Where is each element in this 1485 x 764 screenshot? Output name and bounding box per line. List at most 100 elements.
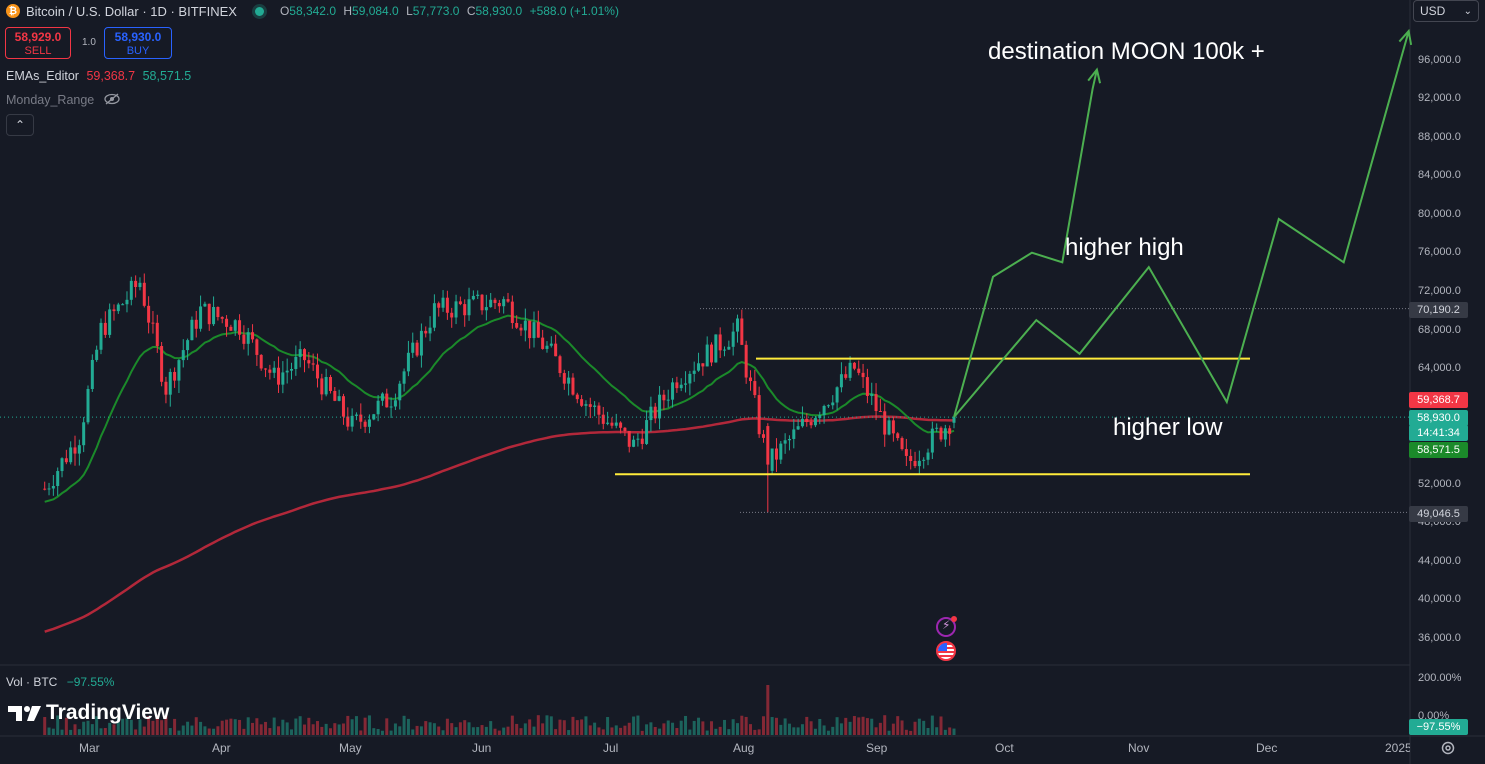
collapse-legend-button[interactable]: ⌃ (6, 114, 34, 136)
candle-body (242, 334, 246, 344)
time-axis-label: Apr (212, 741, 231, 755)
candle-body (168, 371, 172, 395)
volume-bar (887, 730, 891, 735)
volume-bar (333, 723, 337, 735)
volume-bar (575, 720, 579, 735)
volume-bar (160, 720, 164, 735)
volume-bar (718, 726, 722, 735)
candle-body (800, 418, 804, 427)
candle-body (601, 414, 605, 424)
higher-high-annotation[interactable]: higher high (1065, 234, 1184, 261)
candle-body (904, 449, 908, 456)
tradingview-logo[interactable]: TradingView (8, 701, 169, 725)
candle-body (710, 344, 714, 363)
price-axis-label: 64,000.0 (1418, 362, 1461, 374)
candle-body (679, 384, 683, 389)
candle-body (212, 306, 216, 325)
volume-bar (99, 728, 103, 735)
volume-bar (619, 727, 623, 735)
volume-legend[interactable]: Vol · BTC −97.55% (6, 675, 114, 689)
volume-bar (510, 715, 514, 735)
volume-bar (913, 721, 917, 735)
candle-body (744, 344, 748, 378)
order-quantity[interactable]: 1.0 (82, 37, 96, 48)
candle-body (666, 399, 670, 401)
projection-arrowhead (1398, 28, 1413, 46)
ema-legend[interactable]: EMAs_Editor 59,368.7 58,571.5 (6, 69, 191, 83)
volume-axis-top: 200.00% (1418, 672, 1462, 684)
candle-body (779, 443, 783, 460)
volume-bar (623, 725, 627, 735)
volume-bar (277, 726, 281, 735)
candle-body (813, 418, 817, 426)
candle-body (428, 327, 432, 334)
candle-body (173, 371, 177, 381)
candle-body (415, 342, 419, 356)
volume-bar (952, 728, 956, 735)
candle-body (809, 422, 813, 426)
candle-body (411, 342, 415, 353)
currency-select[interactable]: USD ⌄ (1413, 0, 1479, 22)
volume-bar (367, 715, 371, 735)
symbol-title[interactable]: Bitcoin / U.S. Dollar · 1D · BITFINEX (26, 3, 237, 19)
candle-body (523, 320, 527, 331)
eye-off-icon[interactable] (104, 93, 120, 105)
volume-bar (199, 721, 203, 735)
candle-body (943, 428, 947, 440)
candle-body (350, 415, 354, 427)
volume-bar (515, 723, 519, 735)
candle-body (307, 360, 311, 364)
lightning-event-icon[interactable]: ⚡ (936, 616, 957, 637)
volume-bar (779, 724, 783, 735)
candle-body (870, 394, 874, 396)
price-axis-label: 88,000.0 (1418, 131, 1461, 143)
candle-body (216, 306, 220, 318)
higher-low-annotation[interactable]: higher low (1113, 414, 1223, 441)
volume-bar (190, 725, 194, 735)
volume-bar (935, 727, 939, 735)
buy-button[interactable]: 58,930.0 BUY (104, 27, 172, 59)
candle-body (272, 367, 276, 373)
volume-bar (341, 723, 345, 735)
sell-button[interactable]: 58,929.0 SELL (5, 27, 71, 59)
volume-bar (891, 723, 895, 735)
candle-body (818, 415, 822, 419)
live-dot-icon (254, 6, 264, 16)
volume-bar (697, 717, 701, 735)
volume-bar (606, 717, 610, 735)
candle-body (134, 280, 138, 288)
candle-body (528, 320, 532, 339)
candle-body (151, 322, 155, 324)
volume-bar (311, 724, 315, 735)
candle-body (298, 349, 302, 357)
price-axis-label: 52,000.0 (1418, 478, 1461, 490)
volume-bar (692, 720, 696, 735)
candle-body (294, 356, 298, 370)
candle-body (445, 297, 449, 313)
candle-body (614, 422, 618, 426)
volume-bar (372, 728, 376, 735)
volume-bar (207, 728, 211, 735)
candle-body (878, 410, 882, 412)
projection-arrowhead (1087, 67, 1102, 84)
candle-body (142, 282, 146, 306)
settings-icon[interactable] (1440, 740, 1456, 756)
volume-bar (497, 730, 501, 735)
volume-bar (142, 726, 146, 735)
candle-body (432, 303, 436, 328)
volume-bar (242, 728, 246, 735)
candle-body (649, 406, 653, 421)
volume-bar (73, 724, 77, 735)
volume-bar (90, 724, 94, 735)
volume-bar (307, 717, 311, 735)
change-value: +588.0 (+1.01%) (529, 4, 619, 18)
volume-bar (432, 723, 436, 735)
volume-bar (554, 729, 558, 735)
candle-body (857, 368, 861, 373)
moon-annotation[interactable]: destination MOON 100k + (988, 38, 1265, 65)
volume-bar (506, 726, 510, 735)
volume-bar (917, 718, 921, 735)
us-flag-event-icon[interactable] (936, 641, 956, 661)
monday-range-legend[interactable]: Monday_Range (6, 93, 120, 107)
